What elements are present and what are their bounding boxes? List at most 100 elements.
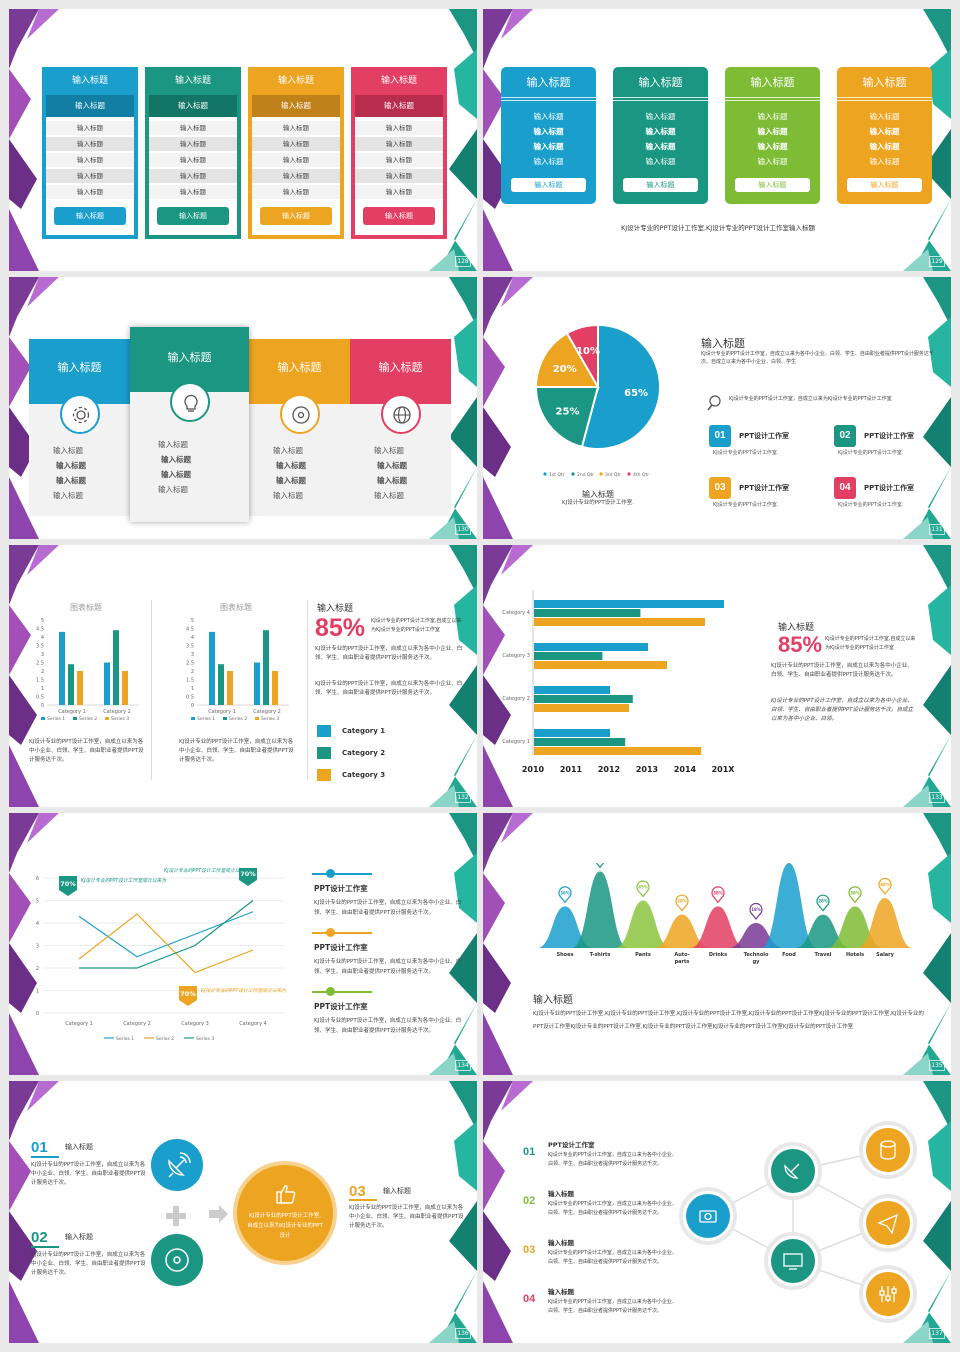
callout-tag xyxy=(59,876,77,896)
column-row: 输入标题 xyxy=(161,455,191,464)
x-tick: Travel xyxy=(814,952,831,958)
column-row: 输入标题 xyxy=(56,476,86,485)
column-row: 输入标题 xyxy=(53,491,83,500)
timeline-dot xyxy=(326,928,335,937)
y-tick: 1.5 xyxy=(36,678,44,684)
bar xyxy=(227,671,233,705)
area-peak xyxy=(857,898,913,948)
legend-label: 3rd Qtr xyxy=(605,472,621,478)
peak-label: 28% xyxy=(677,899,687,904)
legend-marker xyxy=(105,717,109,720)
bar xyxy=(534,704,629,712)
legend-marker xyxy=(255,717,259,720)
pie-slice xyxy=(580,323,661,450)
corner-decoration xyxy=(9,813,477,1075)
item-number: 01 xyxy=(709,425,731,447)
card-row: 输入标题 xyxy=(252,169,340,183)
card-row: 输入标题 xyxy=(149,185,237,199)
lightbulb-icon xyxy=(169,382,210,422)
divider xyxy=(837,97,932,98)
percent: 85% xyxy=(315,614,366,642)
sliders-icon xyxy=(859,1265,917,1323)
pie-title: 输入标题 xyxy=(582,490,614,499)
slide-136: 01 输入标题 KJ设计专业的PPT设计工作室，自成立以来为各中小企业、白领、学… xyxy=(9,1081,477,1343)
timeline-dot xyxy=(326,987,335,996)
y-tick: 4.5 xyxy=(186,627,194,633)
item-title: PPT设计工作室 xyxy=(314,943,368,952)
card-button[interactable]: 输入标题 xyxy=(54,207,126,225)
callout-label: 70% xyxy=(240,870,256,878)
column-row: 输入标题 xyxy=(56,461,86,470)
series-line xyxy=(79,900,254,969)
y-tick: 5 xyxy=(36,899,39,905)
legend-marker xyxy=(191,717,195,720)
page-number: 135 xyxy=(929,1060,945,1071)
slide-129: 输入标题 输入标题 输入标题 输入标题 输入标题 输入标题 输入标题 输入标题 输入标题 输入标题… xyxy=(483,9,951,271)
paragraph-2: KJ设计专业的PPT设计工作室，自成立以来为各中小企业、白领、学生、自由职业者提… xyxy=(315,681,463,696)
y-tick: 0.5 xyxy=(186,695,194,701)
page-number: 133 xyxy=(929,792,945,803)
card-button[interactable]: 输入标题 xyxy=(735,178,810,192)
item-desc: KJ设计专业的PPT设计工作室，自成立以来为各中小企业、白领、学生、自由职业者提… xyxy=(548,1299,677,1314)
section-title: 输入标题 xyxy=(533,995,573,1006)
disc-icon xyxy=(279,394,320,434)
legend-label: Series 3 xyxy=(196,1036,214,1042)
paper-plane-icon xyxy=(859,1194,917,1252)
legend-label: Series 2 xyxy=(156,1036,174,1042)
card-button[interactable]: 输入标题 xyxy=(363,207,435,225)
x-tick: 2014 xyxy=(674,765,697,774)
x-tick: Category 1 xyxy=(208,709,236,715)
divider xyxy=(501,97,596,98)
bar xyxy=(534,600,724,608)
divider xyxy=(725,100,820,101)
x-tick: Category 1 xyxy=(58,709,86,715)
card-title: 输入标题 xyxy=(174,76,211,86)
column-row: 输入标题 xyxy=(377,461,407,470)
corner-decoration xyxy=(9,9,477,271)
card-button[interactable]: 输入标题 xyxy=(847,178,922,192)
paragraph-1: KJ设计专业的PPT设计工作室，自成立以来为各中小企业、白领、学生、自由职业者提… xyxy=(771,663,913,678)
step-title: 输入标题 xyxy=(65,1143,93,1151)
legend-marker xyxy=(223,717,227,720)
timeline-dot xyxy=(326,869,335,878)
legend-label: Series 1 xyxy=(116,1036,134,1042)
map-pin xyxy=(558,886,572,904)
y-tick: 3.5 xyxy=(36,644,44,650)
card-button[interactable]: 输入标题 xyxy=(260,207,332,225)
card-button[interactable]: 输入标题 xyxy=(157,207,229,225)
divider xyxy=(725,97,820,98)
item-title: PPT设计工作室 xyxy=(314,884,368,893)
series-line xyxy=(78,913,254,974)
legend-label: Category 2 xyxy=(342,749,386,757)
x-tick: Category 2 xyxy=(103,709,131,715)
corner-decoration xyxy=(483,1081,951,1343)
item-title: PPT设计工作室 xyxy=(548,1141,595,1149)
column-row: 输入标题 xyxy=(273,491,303,500)
y-tick: 4 xyxy=(41,635,44,641)
timeline-line xyxy=(312,932,372,934)
corner-decoration xyxy=(9,545,477,807)
card-row: 输入标题 xyxy=(252,153,340,167)
item-title: PPT设计工作室 xyxy=(864,432,915,440)
callout-label: 70% xyxy=(180,990,196,998)
step-number: 03 xyxy=(349,1183,366,1200)
card-title: 输入标题 xyxy=(750,76,795,89)
bar xyxy=(59,631,65,705)
card-button[interactable]: 输入标题 xyxy=(623,178,698,192)
column-header xyxy=(249,339,350,404)
card-row: 输入标题 xyxy=(645,112,676,121)
y-tick: 6 xyxy=(36,876,39,882)
area-peak xyxy=(690,906,746,948)
column-row: 输入标题 xyxy=(273,446,303,455)
y-tick: 1 xyxy=(41,686,44,692)
page-number: 132 xyxy=(455,792,471,803)
legend-marker xyxy=(41,717,45,720)
card-title: 输入标题 xyxy=(380,76,417,86)
card-row: 输入标题 xyxy=(533,157,564,166)
y-tick: 5 xyxy=(41,618,44,624)
item-number: 03 xyxy=(709,477,731,499)
card-button[interactable]: 输入标题 xyxy=(511,178,586,192)
callout-label: 70% xyxy=(60,880,76,888)
column-row: 输入标题 xyxy=(53,446,83,455)
card-row: 输入标题 xyxy=(869,112,900,121)
